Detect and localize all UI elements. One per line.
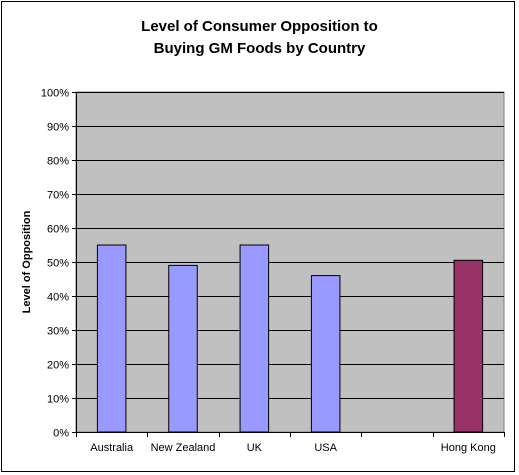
bar-uk (239, 244, 270, 433)
x-tick-label: New Zealand (151, 442, 216, 454)
y-tick-label: 20% (47, 360, 69, 372)
bars (96, 244, 484, 433)
chart-title: Level of Consumer Opposition to Buying G… (0, 16, 519, 60)
bar-new-zealand (168, 264, 198, 433)
y-tick-label: 0% (53, 428, 69, 440)
y-tick-label: 80% (47, 156, 69, 168)
bar-australia (96, 244, 127, 433)
axes (72, 92, 505, 437)
y-tick-label: 50% (47, 258, 69, 270)
x-tick-label: UK (247, 442, 263, 454)
y-tick-label: 10% (47, 394, 69, 406)
y-tick-label: 70% (47, 190, 69, 202)
bar-hong-kong (453, 259, 484, 433)
y-tick-label: 40% (47, 292, 69, 304)
x-tick-label: Australia (90, 442, 134, 454)
y-tick-label: 90% (47, 122, 69, 134)
x-tick-labels: Australia New Zealand UK USA Hong Kong (90, 442, 496, 454)
gridlines (76, 92, 504, 399)
chart-title-line-1: Level of Consumer Opposition to (141, 18, 378, 35)
y-tick-label: 60% (47, 224, 69, 236)
y-axis-label: Level of Opposition (21, 210, 33, 313)
x-tick-label: Hong Kong (441, 442, 496, 454)
x-tick-label: USA (314, 442, 337, 454)
bar-usa (310, 275, 341, 433)
y-tick-labels: 0% 10% 20% 30% 40% 50% 60% 70% 80% 90% 100% (41, 88, 69, 440)
y-tick-label: 30% (47, 326, 69, 338)
chart-title-line-2: Buying GM Foods by Country (153, 40, 366, 57)
y-tick-label: 100% (41, 88, 69, 100)
